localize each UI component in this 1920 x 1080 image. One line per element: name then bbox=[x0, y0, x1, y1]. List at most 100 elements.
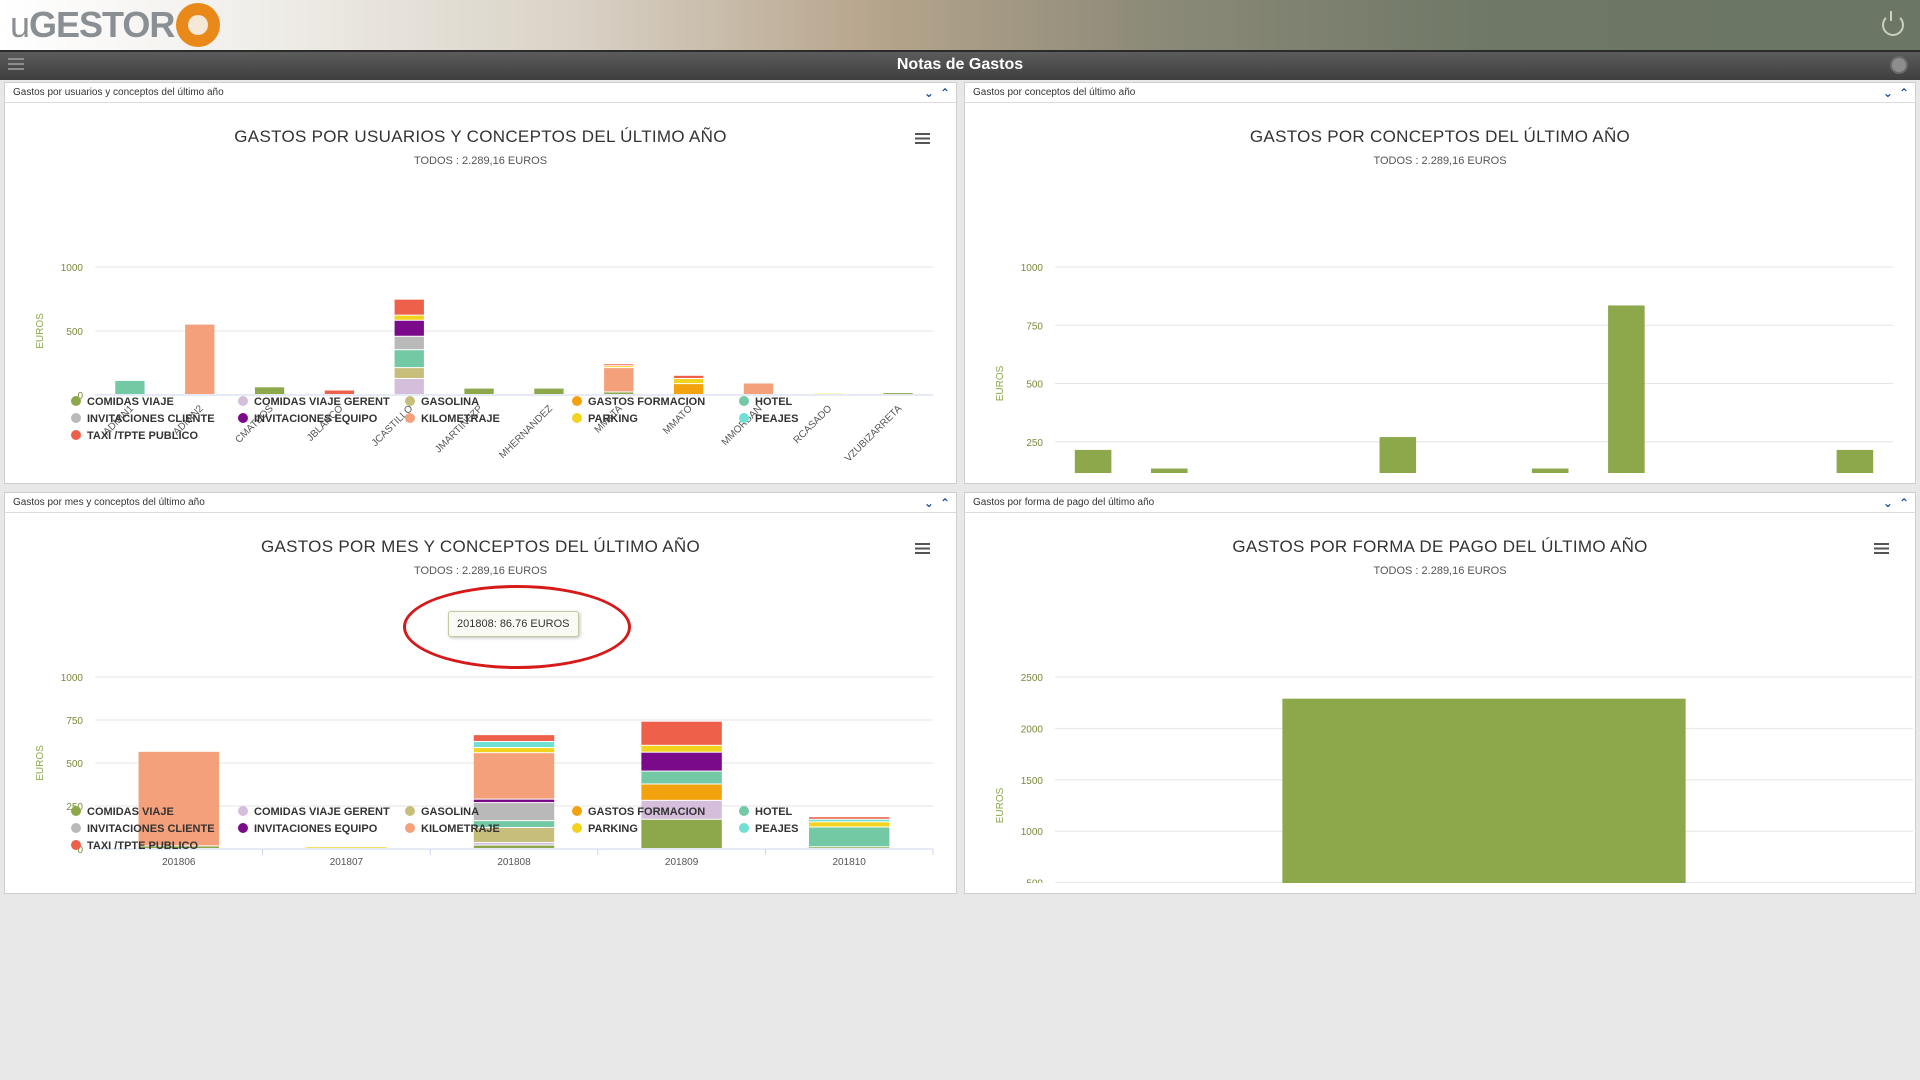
y-tick-label: 1000 bbox=[61, 673, 84, 684]
legend-swatch bbox=[739, 396, 749, 406]
panel-header: Gastos por usuarios y conceptos del últi… bbox=[5, 83, 956, 103]
bar-segment bbox=[641, 800, 722, 819]
bar-segment bbox=[115, 380, 145, 394]
legend-item[interactable]: PARKING bbox=[572, 823, 638, 835]
legend-item[interactable]: KILOMETRAJE bbox=[405, 823, 500, 835]
gear-icon[interactable] bbox=[1892, 58, 1906, 72]
legend-item[interactable]: TAXI /TPTE PUBLICO bbox=[71, 430, 198, 442]
y-axis-title: EUROS bbox=[35, 745, 46, 781]
chart-menu-icon[interactable] bbox=[915, 543, 930, 554]
legend-item[interactable]: KILOMETRAJE bbox=[405, 413, 500, 425]
legend-label: COMIDAS VIAJE GERENT bbox=[254, 806, 390, 818]
legend-label: COMIDAS VIAJE bbox=[87, 396, 174, 408]
panel-months: Gastos por mes y conceptos del último añ… bbox=[4, 492, 957, 894]
bar-segment bbox=[641, 752, 722, 771]
legend-label: PARKING bbox=[588, 413, 638, 425]
legend-item[interactable]: TAXI /TPTE PUBLICO bbox=[71, 840, 198, 852]
legend-swatch bbox=[71, 806, 81, 816]
bar-segment bbox=[604, 366, 634, 368]
bar-segment bbox=[808, 847, 890, 848]
top-bar: uGESTOR bbox=[0, 0, 1920, 50]
legend-item[interactable]: GASTOS FORMACION bbox=[572, 806, 705, 818]
y-tick-label: 500 bbox=[1026, 380, 1043, 391]
legend-item[interactable]: INVITACIONES CLIENTE bbox=[71, 823, 215, 835]
legend-label: KILOMETRAJE bbox=[421, 413, 500, 425]
bar-segment bbox=[641, 721, 722, 745]
legend-item[interactable]: INVITACIONES CLIENTE bbox=[71, 413, 215, 425]
legend-swatch bbox=[405, 396, 415, 406]
legend-label: GASTOS FORMACION bbox=[588, 396, 706, 408]
expand-icon[interactable]: ⌃ bbox=[939, 496, 950, 510]
bar-segment bbox=[394, 315, 424, 320]
legend-item[interactable]: COMIDAS VIAJE GERENT bbox=[238, 806, 390, 818]
bar-segment bbox=[641, 784, 722, 800]
bar-segment bbox=[808, 827, 890, 847]
bar-segment bbox=[473, 842, 555, 845]
concepts-chart: 02505007501000EUROSCOMIDASVIAJECOMIDASVI… bbox=[995, 263, 1893, 473]
x-tick-label: 201806 bbox=[162, 857, 196, 868]
legend-item[interactable]: HOTEL bbox=[739, 396, 792, 408]
legend-item[interactable]: COMIDAS VIAJE bbox=[71, 806, 174, 818]
collapse-icon[interactable]: ⌄ bbox=[1882, 86, 1893, 100]
legend-item[interactable]: INVITACIONES EQUIPO bbox=[238, 413, 377, 425]
expand-icon[interactable]: ⌃ bbox=[1898, 496, 1909, 510]
bar-segment bbox=[604, 364, 634, 366]
logo-mark-icon bbox=[176, 3, 221, 47]
legend-item[interactable]: PEAJES bbox=[739, 823, 798, 835]
legend-item[interactable]: COMIDAS VIAJE bbox=[71, 396, 174, 408]
legend-item[interactable]: GASTOS FORMACION bbox=[572, 396, 705, 408]
bar-segment bbox=[641, 819, 722, 848]
legend-item[interactable]: COMIDAS VIAJE GERENT bbox=[238, 396, 390, 408]
x-tick-label: MMORBAN bbox=[720, 403, 765, 448]
y-tick-label: 1500 bbox=[1021, 776, 1044, 787]
expand-icon[interactable]: ⌃ bbox=[1898, 86, 1909, 100]
legend-label: KILOMETRAJE bbox=[421, 823, 500, 835]
power-icon[interactable] bbox=[1882, 11, 1904, 36]
x-tick-label: 201809 bbox=[665, 857, 699, 868]
legend-item[interactable]: HOTEL bbox=[739, 806, 792, 818]
bar-segment bbox=[673, 384, 704, 394]
legend-label: INVITACIONES EQUIPO bbox=[254, 823, 378, 835]
legend-swatch bbox=[238, 806, 248, 816]
bar-segment bbox=[743, 383, 774, 394]
bar-segment bbox=[473, 753, 555, 799]
legend-swatch bbox=[572, 413, 582, 423]
legend-label: COMIDAS VIAJE GERENT bbox=[254, 396, 390, 408]
legend-item[interactable]: PARKING bbox=[572, 413, 638, 425]
legend-label: GASTOS FORMACION bbox=[588, 806, 706, 818]
bar-segment bbox=[473, 845, 555, 848]
bar-segment bbox=[473, 735, 555, 742]
legend-item[interactable]: GASOLINA bbox=[405, 396, 479, 408]
bar-segment bbox=[394, 320, 424, 336]
y-tick-label: 500 bbox=[66, 759, 83, 770]
chart-menu-icon[interactable] bbox=[1874, 543, 1889, 554]
bar bbox=[1150, 468, 1188, 473]
legend-swatch bbox=[739, 806, 749, 816]
chart-menu-icon[interactable] bbox=[915, 133, 930, 144]
expand-icon[interactable]: ⌃ bbox=[939, 86, 950, 100]
legend-item[interactable]: INVITACIONES EQUIPO bbox=[238, 823, 377, 835]
collapse-icon[interactable]: ⌄ bbox=[923, 496, 934, 510]
bar-segment bbox=[883, 393, 913, 394]
legend-item[interactable]: PEAJES bbox=[739, 413, 798, 425]
legend-label: GASOLINA bbox=[421, 806, 480, 818]
legend-label: GASOLINA bbox=[421, 396, 480, 408]
legend-swatch bbox=[572, 806, 582, 816]
collapse-icon[interactable]: ⌄ bbox=[923, 86, 934, 100]
page-title-bar: Notas de Gastos bbox=[0, 50, 1920, 80]
legend-item[interactable]: GASOLINA bbox=[405, 806, 479, 818]
x-tick-label: 201807 bbox=[330, 857, 364, 868]
bar-segment bbox=[473, 748, 555, 753]
panel-payment: Gastos por forma de pago del último año … bbox=[964, 492, 1916, 894]
bar-segment bbox=[808, 819, 890, 822]
menu-icon[interactable] bbox=[8, 58, 24, 71]
bar-segment bbox=[254, 387, 285, 394]
panel-header: Gastos por forma de pago del último año … bbox=[965, 493, 1915, 513]
bar-segment bbox=[641, 771, 722, 784]
x-tick-label: 201810 bbox=[833, 857, 867, 868]
legend-swatch bbox=[572, 396, 582, 406]
highlight-ellipse bbox=[403, 585, 631, 669]
x-tick-label: JMARTINEZP bbox=[433, 403, 485, 455]
collapse-icon[interactable]: ⌄ bbox=[1882, 496, 1893, 510]
